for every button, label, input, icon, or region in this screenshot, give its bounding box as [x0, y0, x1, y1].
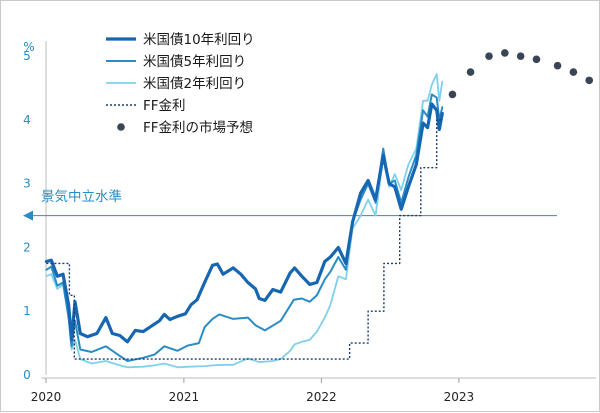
- legend-label: FF金利の市場予想: [143, 119, 253, 136]
- neutral-rate-arrow-head: [23, 210, 33, 221]
- forecast-point: [448, 90, 457, 99]
- legend-label: 米国債2年利回り: [143, 76, 246, 92]
- x-tick-label: 2022: [306, 390, 337, 404]
- y-axis-unit-label: %: [23, 40, 34, 54]
- forecast-point: [585, 76, 594, 85]
- series-line-ff-rate: [46, 119, 443, 360]
- legend-label: 米国債10年利回り: [143, 32, 255, 48]
- y-tick-label: 1: [23, 304, 31, 318]
- series-line-10y: [44, 102, 444, 344]
- series-line-5y: [45, 93, 444, 362]
- forecast-point: [553, 61, 562, 70]
- series-layer: [44, 49, 594, 369]
- axes-layer: 0 1 2 3 4 5% 2020 2021 2022 2023: [23, 40, 596, 404]
- series-line-2y: [45, 73, 444, 369]
- x-tick-label: 2020: [31, 390, 62, 404]
- y-tick-label: 3: [23, 177, 31, 191]
- x-tick-label: 2023: [444, 390, 475, 404]
- neutral-rate-label: 景気中立水準: [41, 189, 122, 205]
- legend-label: 米国債5年利回り: [143, 54, 246, 70]
- y-tick-label: 2: [23, 240, 31, 254]
- legend-label: FF金利: [143, 98, 186, 114]
- y-tick-label: 0: [23, 368, 31, 382]
- y-tick-label: 5: [23, 49, 31, 63]
- legend-marker: [117, 123, 125, 131]
- x-tick-label: 2021: [169, 390, 200, 404]
- forecast-point: [466, 68, 475, 76]
- forecast-point: [485, 52, 493, 60]
- forecast-point: [516, 52, 525, 60]
- reference-line-layer: 景気中立水準: [23, 189, 557, 221]
- forecast-point: [501, 49, 509, 57]
- forecast-point: [569, 68, 578, 76]
- y-tick-label: 4: [23, 113, 31, 127]
- forecast-point: [532, 55, 541, 64]
